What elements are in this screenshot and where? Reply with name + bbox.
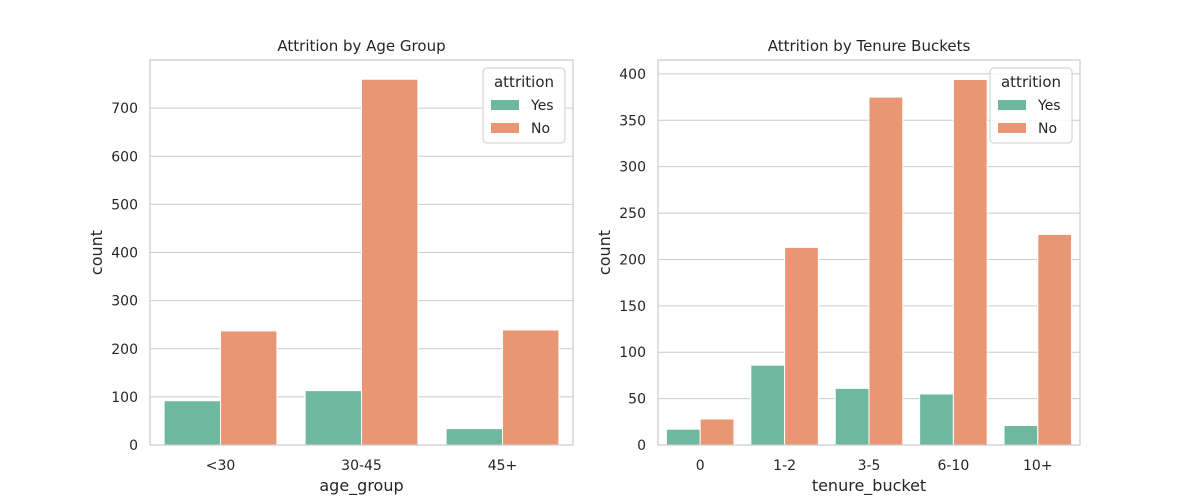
legend-swatch-no (491, 123, 519, 133)
y-tick-label: 400 (111, 246, 138, 262)
y-tick-label: 0 (129, 438, 138, 454)
bar-yes-10+ (1003, 425, 1039, 446)
legend-swatch-yes (998, 100, 1026, 110)
legend-swatch-yes (491, 100, 519, 110)
x-tick-label: 3-5 (858, 458, 881, 474)
axes-frame (149, 59, 574, 446)
bar-no-<30 (220, 330, 278, 446)
legend-label-yes: Yes (530, 98, 554, 114)
bar-yes-3-5 (834, 387, 870, 446)
bar-yes-45+ (445, 428, 504, 446)
legend: attrition Yes No (482, 67, 566, 144)
y-tick-label: 200 (111, 342, 138, 358)
bar-no-10+ (1037, 233, 1073, 446)
y-axis-label: count (595, 230, 614, 275)
x-tick-label: 30-45 (341, 458, 382, 474)
y-tick-label: 0 (637, 438, 646, 454)
bar-yes-0 (665, 428, 701, 446)
bar-yes-1-2 (750, 364, 786, 446)
chart-title: Attrition by Tenure Buckets (768, 37, 971, 55)
legend: attrition Yes No (989, 67, 1073, 144)
y-axis-label: count (87, 230, 106, 275)
y-tick-label: 100 (111, 390, 138, 406)
legend-label-yes: Yes (1037, 98, 1061, 114)
bar-no-6-10 (952, 78, 988, 446)
bar-yes-30-45 (304, 390, 363, 446)
y-tick-label: 600 (111, 149, 138, 165)
bar-no-45+ (502, 329, 560, 446)
chart-1: 0 100 200 300 400 500 600 700 <30 30-45 45+ Attriti… (87, 37, 574, 496)
x-tick-label: 6-10 (938, 458, 970, 474)
legend-title: attrition (494, 73, 554, 91)
y-tick-label: 150 (619, 299, 646, 315)
x-tick-label: 45+ (488, 458, 518, 474)
bar-no-3-5 (868, 96, 904, 446)
y-tick-label: 700 (111, 101, 138, 117)
legend-label-no: No (1038, 121, 1057, 137)
x-tick-label: 10+ (1023, 458, 1053, 474)
axes-frame (657, 59, 1081, 446)
y-tick-label: 50 (628, 392, 646, 408)
y-tick-label: 500 (111, 197, 138, 213)
y-tick-label: 200 (619, 252, 646, 268)
bar-yes-<30 (163, 400, 222, 446)
bar-no-30-45 (361, 78, 419, 446)
bar-yes-6-10 (919, 393, 954, 446)
chart-title: Attrition by Age Group (277, 37, 445, 55)
legend-title: attrition (1001, 73, 1061, 91)
legend-swatch-no (998, 123, 1026, 133)
x-tick-label: 0 (696, 458, 705, 474)
x-tick-label: 1-2 (773, 458, 796, 474)
x-axis-label: tenure_bucket (812, 476, 926, 496)
bar-no-0 (699, 418, 735, 446)
chart-2: 0 50 100 150 200 250 300 350 400 0 1-2 3-5 6-10 10+ At… (595, 37, 1081, 496)
bar-no-1-2 (784, 246, 819, 446)
legend-label-no: No (531, 121, 550, 137)
y-tick-label: 250 (619, 206, 646, 222)
x-tick-label: <30 (206, 458, 236, 474)
y-tick-label: 300 (619, 160, 646, 176)
x-axis-label: age_group (319, 476, 403, 496)
y-tick-label: 350 (619, 113, 646, 129)
y-tick-label: 100 (619, 345, 646, 361)
y-tick-label: 300 (111, 294, 138, 310)
y-tick-label: 400 (619, 67, 646, 83)
